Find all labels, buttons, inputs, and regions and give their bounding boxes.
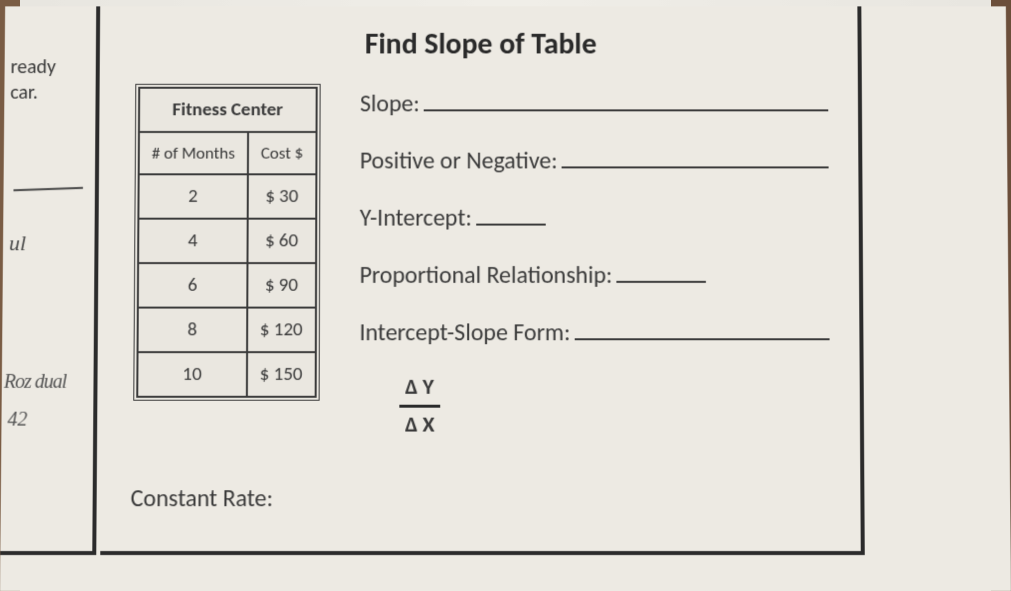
handwriting-mark-3: Roz dual xyxy=(4,371,99,394)
left-column-fragment: ready car. ul Roz dual 42 xyxy=(0,6,100,555)
table-header-cost: Cost $ xyxy=(248,132,316,174)
delta-denominator: Δ X xyxy=(399,407,441,440)
worksheet-panel: Find Slope of Table Fitness Center # of … xyxy=(100,6,865,555)
table-row: 4$ 60 xyxy=(138,219,316,263)
fitness-center-table: Fitness Center # of Months Cost $ 2$ 30 … xyxy=(133,84,320,401)
blank-slope-form[interactable] xyxy=(574,314,829,340)
worksheet-title: Find Slope of Table xyxy=(133,26,828,62)
left-word-1: ready xyxy=(10,55,89,79)
delta-fraction: Δ Y Δ X xyxy=(399,372,830,440)
blank-proportional[interactable] xyxy=(616,257,706,283)
table-caption: Fitness Center xyxy=(139,88,316,132)
label-slope: Slope: xyxy=(360,88,420,121)
answer-blanks: Slope: Positive or Negative: Y-Intercept… xyxy=(359,84,830,440)
handwriting-underline xyxy=(13,187,83,191)
table-row: 10$ 150 xyxy=(137,352,315,397)
blank-slope[interactable] xyxy=(424,86,829,112)
table-header-months: # of Months xyxy=(139,132,248,174)
table-row: 2$ 30 xyxy=(138,174,316,218)
label-posneg: Positive or Negative: xyxy=(360,145,558,178)
left-word-2: car. xyxy=(10,81,89,105)
label-slope-form: Intercept-Slope Form: xyxy=(359,317,570,350)
label-proportional: Proportional Relationship: xyxy=(359,259,612,292)
delta-numerator: Δ Y xyxy=(399,372,440,408)
table-row: 6$ 90 xyxy=(138,263,316,307)
table-row: 8$ 120 xyxy=(138,308,316,353)
handwriting-mark-4: 42 xyxy=(7,409,67,432)
label-constant-rate: Constant Rate: xyxy=(131,484,274,513)
blank-yintercept[interactable] xyxy=(476,200,546,226)
blank-posneg[interactable] xyxy=(561,143,828,169)
handwriting-mark-2: ul xyxy=(9,231,69,257)
label-yintercept: Y-Intercept: xyxy=(360,202,472,235)
